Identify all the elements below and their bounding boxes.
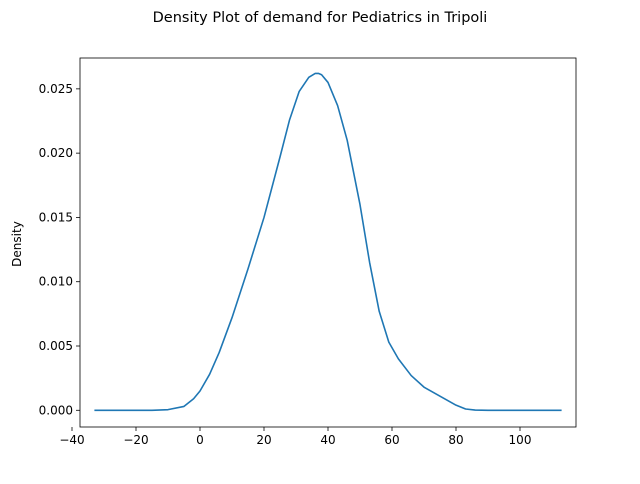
x-tick-label: −20: [123, 433, 148, 447]
y-tick-label: 0.020: [39, 146, 73, 160]
x-tick-label: 80: [448, 433, 463, 447]
y-tick-label: 0.015: [39, 210, 73, 224]
x-tick-label: 60: [384, 433, 399, 447]
y-tick-label: 0.005: [39, 339, 73, 353]
y-tick-label: 0.025: [39, 82, 73, 96]
y-tick-label: 0.010: [39, 275, 73, 289]
axes-frame: [79, 57, 577, 428]
x-tick-label: 20: [256, 433, 271, 447]
chart-title: Density Plot of demand for Pediatrics in…: [153, 10, 488, 26]
density-curve-0: [94, 72, 562, 412]
x-tick-label: 0: [196, 433, 204, 447]
x-tick-label: 40: [320, 433, 335, 447]
y-axis-label: Density: [10, 221, 24, 267]
plot-area: −40 −20 0 20 40 60 80 100 0.000 0.005 0.010 0.015 0.…: [39, 57, 577, 447]
y-tick-label: 0.000: [39, 403, 73, 417]
x-tick-label: 100: [509, 433, 532, 447]
x-tick-label: −40: [59, 433, 84, 447]
